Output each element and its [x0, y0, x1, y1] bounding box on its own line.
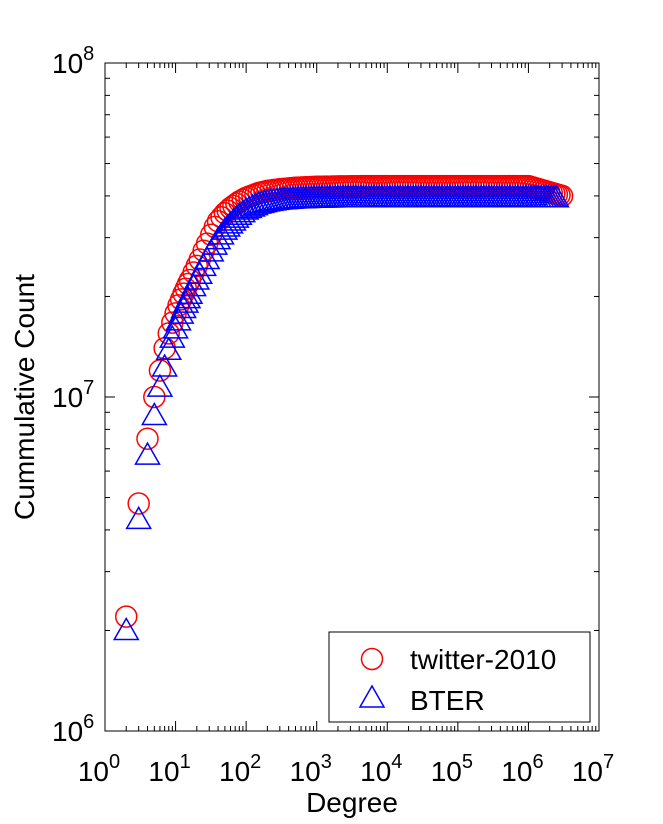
- data-point: [543, 184, 570, 208]
- data-point: [229, 199, 257, 223]
- data-point: [211, 216, 239, 240]
- y-tick-labels: 106 107 108: [52, 43, 94, 747]
- series-layer: [112, 174, 574, 641]
- data-point: [214, 213, 241, 237]
- x-tick-label: 103: [290, 751, 332, 787]
- data-point: [226, 201, 253, 226]
- data-point: [162, 315, 189, 339]
- x-tick-label: 104: [360, 751, 402, 787]
- data-point: [136, 427, 159, 450]
- legend: twitter-2010 BTER: [328, 631, 591, 723]
- data-point: [114, 605, 138, 628]
- data-point: [141, 402, 168, 426]
- legend-marker-bter: [358, 684, 386, 708]
- data-point: [251, 189, 278, 213]
- x-tick-labels: 100 101 102 103 104 105 106 107: [78, 751, 614, 787]
- data-point: [125, 505, 152, 530]
- data-point: [146, 373, 174, 397]
- data-point: [165, 307, 192, 331]
- y-axis-label: Cummulative Count: [9, 274, 40, 520]
- legend-label-twitter-2010: twitter-2010: [410, 644, 556, 675]
- plot-area: [104, 62, 600, 732]
- data-point: [148, 359, 172, 382]
- data-point: [159, 324, 186, 348]
- x-tick-label: 100: [78, 751, 120, 787]
- data-point: [155, 336, 183, 361]
- x-axis-label: Degree: [306, 787, 398, 818]
- data-point: [134, 441, 161, 465]
- data-point: [151, 353, 178, 377]
- x-tick-label: 107: [572, 751, 614, 787]
- x-tick-label: 105: [431, 751, 473, 787]
- x-tick-label: 106: [501, 751, 543, 787]
- data-point: [248, 189, 275, 214]
- data-point: [143, 385, 166, 409]
- major-ticks: [104, 62, 600, 732]
- legend-label-bter: BTER: [410, 685, 485, 716]
- y-tick-label: 106: [52, 711, 94, 747]
- x-tick-label: 101: [148, 751, 190, 787]
- x-tick-label: 102: [219, 751, 261, 787]
- y-tick-label: 107: [52, 377, 94, 413]
- data-point: [112, 616, 140, 641]
- series-bter: [112, 184, 570, 641]
- y-tick-label: 108: [52, 43, 94, 79]
- legend-marker-twitter-2010: [360, 647, 384, 671]
- data-point: [245, 190, 272, 214]
- data-point: [172, 282, 195, 305]
- data-point: [127, 492, 150, 515]
- minor-ticks: [105, 63, 599, 731]
